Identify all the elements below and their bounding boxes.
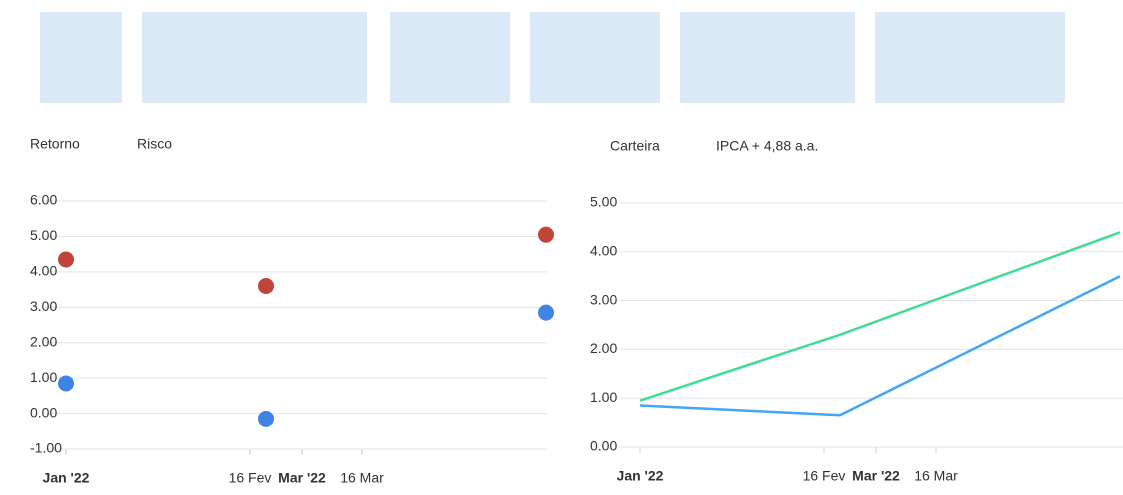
data-point — [258, 278, 274, 295]
x-tick-label: 16 Mar — [914, 468, 958, 484]
y-tick-label: 3.00 — [30, 298, 57, 314]
data-point — [258, 410, 274, 427]
watermark — [40, 12, 1065, 103]
legend-label: IPCA + 4,88 a.a. — [716, 138, 818, 154]
x-tick-label: Jan '22 — [43, 470, 90, 486]
y-tick-label: 2.00 — [30, 333, 57, 349]
y-tick-label: 5.00 — [590, 194, 617, 210]
y-tick-label: 4.00 — [590, 243, 617, 259]
line-series — [639, 275, 1121, 417]
y-tick-label: 2.00 — [590, 340, 617, 356]
x-tick-label: Jan '22 — [617, 468, 664, 484]
legend-label: Retorno — [30, 136, 80, 152]
x-tick-label: Mar '22 — [852, 468, 900, 484]
x-tick-label: Mar '22 — [278, 470, 326, 486]
y-tick-label: 1.00 — [590, 389, 617, 405]
y-tick-label: 3.00 — [590, 291, 617, 307]
x-tick-label: 16 Fev — [803, 468, 846, 484]
line-series — [639, 231, 1121, 402]
y-tick-label: 0.00 — [590, 438, 617, 454]
y-tick-label: 5.00 — [30, 227, 57, 243]
x-tick-label: 16 Mar — [340, 470, 384, 486]
data-point — [538, 226, 554, 243]
legend-label: Carteira — [610, 138, 660, 154]
y-tick-label: 0.00 — [30, 404, 57, 420]
data-point — [58, 251, 74, 268]
y-tick-label: 1.00 — [30, 369, 57, 385]
legend-label: Risco — [137, 136, 172, 152]
y-tick-label: 6.00 — [30, 192, 57, 208]
x-tick-label: 16 Fev — [229, 470, 272, 486]
data-point — [538, 304, 554, 321]
y-tick-label: -1.00 — [30, 440, 62, 456]
data-point — [58, 375, 74, 392]
y-tick-label: 4.00 — [30, 263, 57, 279]
